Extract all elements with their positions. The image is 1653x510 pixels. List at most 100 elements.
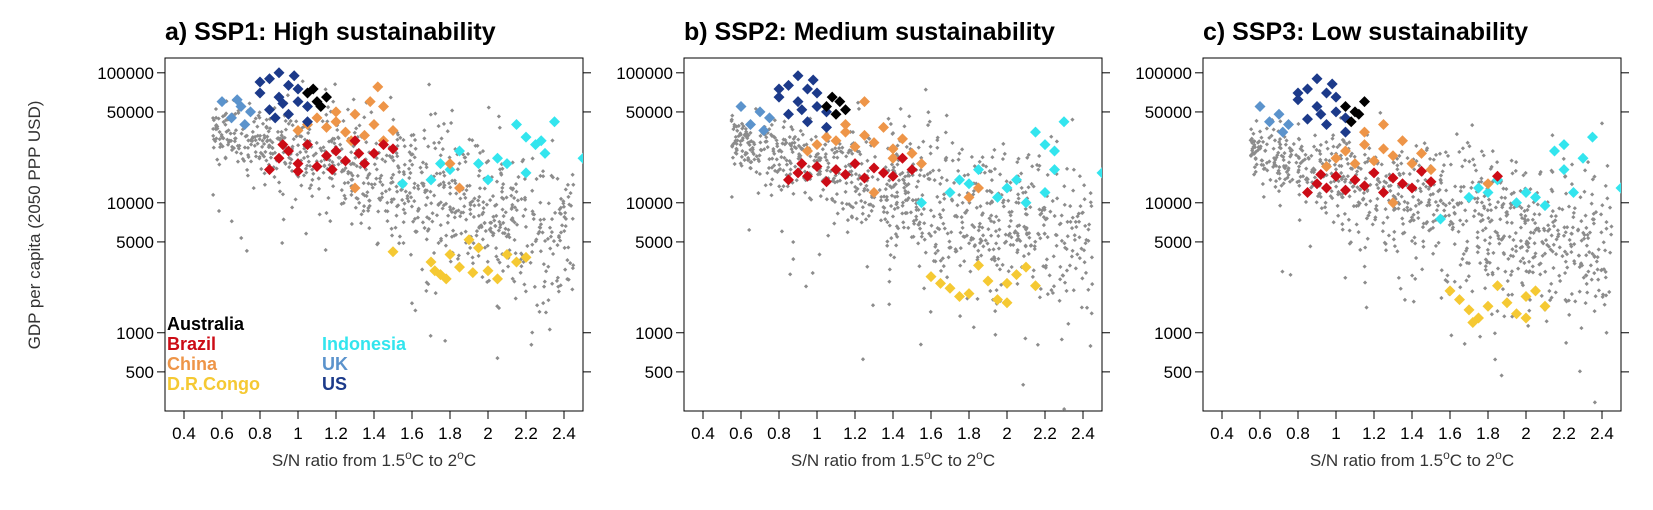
background-point [1490, 272, 1495, 277]
point-us [1315, 108, 1327, 120]
background-point [394, 189, 400, 194]
background-point [1362, 280, 1368, 285]
background-point [766, 165, 772, 171]
background-point [283, 127, 289, 132]
x-tick-label: 1.2 [1362, 424, 1386, 443]
background-point [538, 222, 544, 227]
background-point [858, 182, 863, 187]
background-point [911, 162, 916, 167]
background-point [1420, 225, 1426, 230]
background-point [964, 233, 969, 238]
background-point [1555, 234, 1561, 239]
point-china [454, 182, 465, 194]
background-point [984, 188, 990, 194]
point-d-r-congo [1511, 308, 1522, 320]
background-point [342, 181, 347, 186]
background-point [1498, 217, 1503, 222]
x-tick-label: 1.8 [957, 424, 981, 443]
point-us [283, 79, 294, 91]
background-point [889, 193, 895, 198]
background-point [732, 161, 737, 167]
background-point [1356, 165, 1361, 170]
background-point [488, 220, 493, 225]
point-d-r-congo [925, 271, 937, 283]
background-point [993, 332, 998, 337]
point-d-r-congo [944, 282, 956, 294]
background-point [1278, 142, 1283, 147]
background-point [1044, 257, 1049, 262]
background-point [980, 211, 985, 216]
background-point [521, 259, 526, 264]
background-point [732, 140, 737, 145]
background-point [858, 152, 863, 157]
point-brazil [906, 164, 918, 176]
background-point [237, 143, 242, 148]
point-d-r-congo [973, 259, 984, 271]
background-point [518, 270, 523, 275]
background-point [903, 174, 908, 179]
background-point [903, 198, 908, 203]
background-point [426, 144, 431, 149]
point-indonesia [1096, 167, 1102, 179]
background-point [1361, 197, 1366, 202]
background-point [1311, 144, 1317, 149]
background-point [462, 155, 467, 160]
background-point [979, 238, 984, 244]
point-australia [830, 108, 842, 120]
background-point [823, 142, 828, 147]
background-point [266, 129, 271, 134]
background-point [290, 123, 295, 128]
background-point [1546, 223, 1551, 228]
background-point [1071, 288, 1076, 293]
background-point [441, 121, 447, 126]
point-d-r-congo [1501, 297, 1513, 309]
point-indonesia [539, 147, 551, 159]
background-point [1338, 153, 1343, 158]
background-point [455, 256, 461, 261]
background-point [210, 115, 216, 121]
background-point [1027, 235, 1032, 240]
background-point [1428, 227, 1433, 232]
background-point [534, 176, 539, 182]
background-point [947, 239, 952, 244]
background-point [1356, 200, 1361, 205]
background-point [1603, 275, 1608, 280]
background-point [1062, 184, 1067, 189]
background-point [1080, 210, 1085, 215]
background-point [1459, 200, 1464, 206]
background-point [1508, 272, 1514, 278]
background-point [1354, 203, 1359, 209]
point-china [859, 129, 870, 141]
background-point [935, 145, 940, 150]
background-point [826, 161, 831, 166]
background-point [832, 199, 838, 204]
background-point [351, 97, 356, 102]
background-point [301, 173, 307, 178]
background-point [787, 134, 792, 140]
background-point [484, 160, 489, 165]
background-point [549, 229, 555, 235]
background-point [1318, 142, 1323, 148]
background-point [1015, 247, 1020, 253]
background-point [549, 217, 555, 222]
background-point [1016, 192, 1021, 197]
background-point [412, 181, 417, 186]
background-point [975, 255, 980, 260]
background-point [1339, 170, 1344, 176]
legend-entry: Australia [167, 314, 245, 334]
background-point [957, 314, 963, 319]
background-point [980, 225, 985, 230]
background-point [763, 183, 768, 188]
background-point [1527, 259, 1532, 264]
background-point [1305, 180, 1310, 185]
background-point [1542, 251, 1548, 256]
background-point [1493, 357, 1498, 362]
background-point [790, 127, 795, 132]
background-point [374, 167, 379, 172]
background-point [772, 118, 777, 123]
legend-entry: D.R.Congo [167, 374, 260, 394]
x-tick-label: 2.4 [1071, 424, 1095, 443]
point-d-r-congo [1454, 294, 1465, 306]
background-point [824, 168, 830, 173]
background-point [1433, 199, 1438, 205]
